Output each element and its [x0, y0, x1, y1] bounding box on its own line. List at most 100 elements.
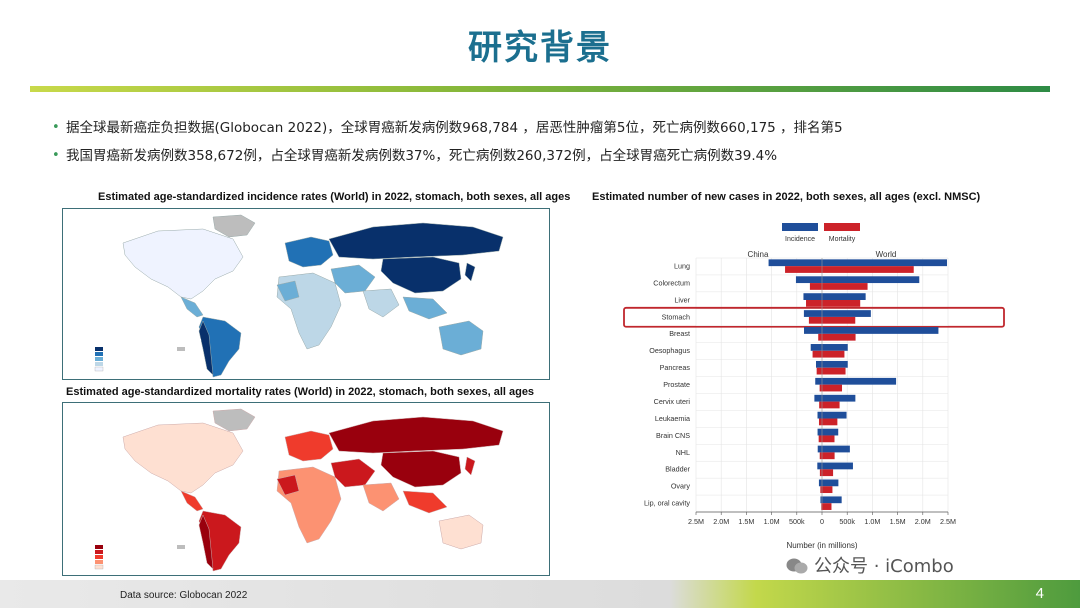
pyramid-bar-chart: Incidence Mortality China World Lung Colorect… — [623, 223, 1005, 550]
legend-mortality-swatch — [824, 223, 860, 231]
map-australia — [438, 320, 484, 356]
incidence-map-legend — [91, 339, 201, 375]
map-japan — [464, 262, 476, 282]
bar-world-incidence — [822, 428, 839, 436]
bar-world-incidence — [822, 293, 866, 300]
bar-china-mortality — [812, 350, 822, 358]
map-andes — [198, 320, 214, 376]
mortality-map-legend — [91, 537, 201, 573]
bar-china-incidence — [803, 293, 822, 300]
x-tick-label: 2.0M — [713, 517, 729, 526]
map-andes — [198, 514, 214, 570]
x-tick-label: 0 — [820, 517, 824, 526]
bar-world-mortality — [822, 299, 861, 307]
bar-world-mortality — [822, 469, 834, 477]
x-tick-label: 1.0M — [764, 517, 780, 526]
bar-china-mortality — [816, 367, 822, 375]
bar-world-incidence — [822, 462, 853, 470]
map-europe — [284, 430, 334, 462]
mortality-map-panel — [62, 402, 550, 576]
x-axis-label: Number (in millions) — [786, 541, 857, 550]
x-tick-label: 500k — [789, 517, 805, 526]
map-south-asia — [362, 288, 400, 318]
footer-bar — [0, 580, 1080, 608]
bar-world-mortality — [822, 266, 914, 273]
bar-world-mortality — [822, 333, 856, 341]
bar-china-mortality — [806, 299, 822, 307]
bar-world-mortality — [822, 418, 838, 426]
bar-china-incidence — [817, 428, 822, 436]
map-greenland — [212, 214, 256, 238]
bar-world-incidence — [822, 360, 848, 368]
bar-world-incidence — [822, 344, 848, 351]
map-north-america — [122, 422, 244, 494]
map-central-america — [180, 296, 204, 318]
data-source: Data source: Globocan 2022 — [120, 590, 248, 601]
bar-china-mortality — [821, 503, 822, 510]
bar-world-mortality — [822, 316, 856, 324]
page-title: 研究背景 — [468, 28, 612, 68]
bar-china-mortality — [819, 452, 822, 460]
x-tick-label: 1.5M — [738, 517, 754, 526]
category-label: Prostate — [663, 380, 690, 389]
incidence-world-map — [122, 214, 504, 378]
legend-incidence-label: Incidence — [785, 236, 815, 243]
footer: Data source: Globocan 2022 4 — [0, 580, 1080, 608]
bar-china-incidence — [810, 344, 822, 351]
bar-china-incidence — [814, 394, 822, 402]
bar-china-incidence — [816, 360, 822, 368]
bar-world-incidence — [822, 259, 947, 267]
category-label: Breast — [669, 329, 690, 338]
bar-china-mortality — [820, 486, 822, 494]
mortality-map-caption: Estimated age-standardized mortality rat… — [66, 386, 535, 398]
bar-world-mortality — [822, 384, 843, 392]
bar-world-mortality — [822, 367, 846, 375]
bar-china-incidence — [817, 445, 822, 453]
category-label: NHL — [676, 448, 690, 457]
bar-china-mortality — [818, 418, 822, 426]
map-east-asia — [380, 256, 462, 294]
category-label: Lung — [674, 261, 690, 270]
bullet-text: 我国胃癌新发病例数358,672例，占全球胃癌新发病例数37%，死亡病例数260… — [66, 148, 778, 164]
bar-world-mortality — [822, 435, 835, 443]
legend-mortality-label: Mortality — [829, 236, 856, 243]
category-label: Bladder — [665, 465, 690, 474]
map-west-africa — [276, 280, 300, 302]
incidence-map-caption: Estimated age-standardized incidence rat… — [98, 191, 571, 203]
bar-world-incidence — [822, 327, 939, 334]
map-russia — [328, 416, 504, 454]
bar-china-mortality — [785, 266, 822, 273]
bullet-list: • 据全球最新癌症负担数据(Globocan 2022)，全球胃癌新发病例数968… — [52, 118, 1056, 174]
right-side-label: World — [876, 250, 897, 259]
left-side-label: China — [748, 250, 769, 259]
bar-china-incidence — [768, 259, 822, 267]
x-tick-label: 500k — [839, 517, 855, 526]
category-label: Pancreas — [660, 363, 691, 372]
category-label: Leukaemia — [655, 414, 690, 423]
bar-china-incidence — [803, 310, 822, 317]
x-tick-label: 2.0M — [915, 517, 931, 526]
bar-world-incidence — [822, 276, 920, 284]
watermark: 公众号 · iCombo — [786, 552, 954, 578]
bar-china-mortality — [819, 384, 822, 392]
category-label: Brain CNS — [656, 431, 690, 440]
map-middle-east — [330, 264, 376, 294]
bar-world-mortality — [822, 401, 840, 409]
category-label: Stomach — [662, 312, 690, 321]
x-tick-label: 1.0M — [864, 517, 880, 526]
bullet-item: • 我国胃癌新发病例数358,672例，占全球胃癌新发病例数37%，死亡病例数26… — [52, 146, 1056, 166]
bar-china-incidence — [817, 462, 822, 470]
bar-world-mortality — [822, 283, 868, 290]
bar-world-mortality — [822, 350, 845, 358]
category-label: Cervix uteri — [654, 397, 691, 406]
bar-china-incidence — [795, 276, 822, 284]
bar-china-mortality — [818, 333, 822, 341]
bar-china-incidence — [818, 479, 822, 487]
category-label: Lip, oral cavity — [644, 499, 690, 508]
map-greenland — [212, 408, 256, 432]
bar-china-incidence — [804, 327, 822, 334]
bar-world-incidence — [822, 496, 842, 504]
x-tick-label: 1.5M — [890, 517, 906, 526]
x-tick-label: 2.5M — [688, 517, 704, 526]
map-middle-east — [330, 458, 376, 488]
